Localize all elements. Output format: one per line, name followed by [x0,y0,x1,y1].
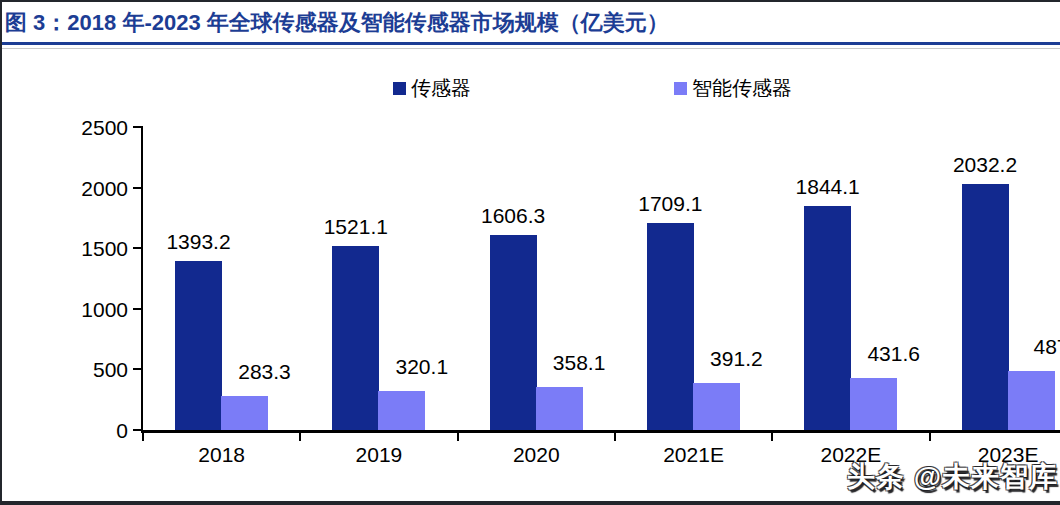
bar-sensor-2019 [332,246,379,430]
y-axis-label: 1500 [48,237,128,261]
y-axis-label: 500 [48,358,128,382]
screenshot-edge-top [0,0,1060,2]
legend-label-sensor: 传感器 [411,75,471,102]
y-axis-tick [133,126,141,128]
screenshot-edge-left [0,0,2,505]
x-axis-tick [299,433,301,441]
bar-smart-sensor-2018 [221,396,268,430]
figure-screenshot: 图 3：2018 年-2023 年全球传感器及智能传感器市场规模（亿美元） 传感… [0,0,1060,505]
bar-smart-sensor-2020 [536,387,583,430]
x-axis-tick [614,433,616,441]
y-axis-label: 2000 [48,177,128,201]
bar-value-label: 431.6 [844,342,944,366]
x-axis-label: 2018 [162,443,282,467]
y-axis-line [141,126,143,433]
bar-value-label: 391.2 [686,347,786,371]
bar-value-label: 2032.2 [935,153,1035,177]
legend-item-sensor: 传感器 [393,76,471,100]
y-axis-tick [133,187,141,189]
bar-smart-sensor-2023E [1008,371,1055,430]
bar-sensor-2021E [647,223,694,430]
x-axis-tick [929,433,931,441]
legend-swatch-smart-sensor [674,82,687,95]
legend-item-smart-sensor: 智能传感器 [674,76,792,100]
x-axis-label: 2020 [476,443,596,467]
bar-value-label: 320.1 [372,355,472,379]
bar-value-label: 283.3 [215,360,315,384]
y-axis-tick [133,247,141,249]
watermark: 头条 @未来智库 [847,458,1058,496]
caption-divider-thin [0,48,1060,49]
y-axis-tick [133,368,141,370]
bar-sensor-2022E [804,206,851,430]
x-axis-line [141,430,1060,433]
bar-value-label: 487 [1001,335,1060,359]
bar-sensor-2023E [962,184,1009,430]
y-axis-label: 0 [48,419,128,443]
legend-label-smart-sensor: 智能传感器 [692,75,792,102]
x-axis-label: 2019 [319,443,439,467]
bar-value-label: 1844.1 [778,175,878,199]
bar-sensor-2020 [490,235,537,430]
bar-smart-sensor-2021E [693,383,740,430]
y-axis-tick [133,308,141,310]
bar-smart-sensor-2019 [378,391,425,430]
x-axis-tick [771,433,773,441]
x-axis-tick [142,433,144,441]
y-axis-tick [133,429,141,431]
x-axis-tick [457,433,459,441]
y-axis-label: 1000 [48,298,128,322]
bar-value-label: 1521.1 [306,215,406,239]
y-axis-label: 2500 [48,116,128,140]
bar-smart-sensor-2022E [850,378,897,430]
x-axis-label: 2021E [634,443,754,467]
bar-value-label: 358.1 [529,351,629,375]
caption-divider [0,42,1060,45]
bar-value-label: 1393.2 [149,230,249,254]
figure-caption: 图 3：2018 年-2023 年全球传感器及智能传感器市场规模（亿美元） [5,8,1055,38]
bar-sensor-2018 [175,261,222,430]
screenshot-edge-bottom [0,501,1060,505]
bar-value-label: 1709.1 [620,192,720,216]
bar-value-label: 1606.3 [463,204,563,228]
legend-swatch-sensor [393,82,406,95]
